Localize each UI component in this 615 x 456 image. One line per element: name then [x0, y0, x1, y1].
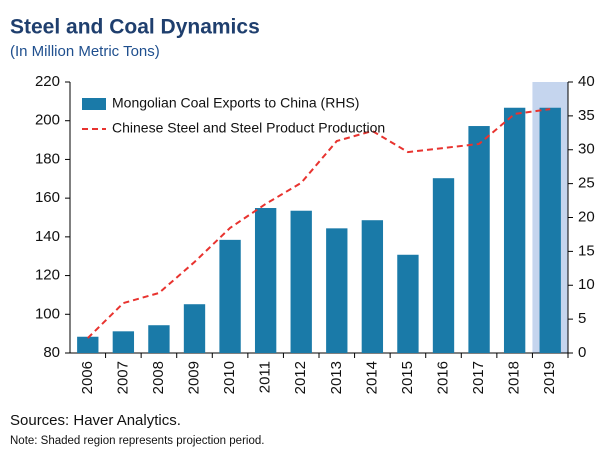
y-tick-label: 220 — [35, 73, 60, 90]
legend-label: Chinese Steel and Steel Product Producti… — [112, 120, 385, 136]
x-tick-label: 2016 — [434, 361, 451, 394]
y-tick-label: 80 — [43, 344, 60, 361]
bar — [148, 325, 170, 353]
sources: Sources: Haver Analytics. — [10, 412, 181, 429]
y-tick-label: 160 — [35, 189, 60, 206]
legend-label: Mongolian Coal Exports to China (RHS) — [112, 95, 359, 111]
y-tick-label: 120 — [35, 267, 60, 284]
legend-swatch — [82, 98, 106, 110]
bar — [254, 208, 277, 353]
y2-tick-label: 20 — [578, 208, 595, 225]
y-tick-label: 200 — [35, 112, 60, 129]
x-tick-label: 2009 — [185, 361, 202, 394]
bar — [77, 336, 99, 353]
chart-title: Steel and Coal Dynamics — [10, 16, 260, 39]
line — [87, 108, 551, 339]
y2-tick-label: 30 — [578, 141, 595, 158]
x-tick-label: 2012 — [292, 361, 309, 394]
note: Note: Shaded region represents projectio… — [10, 435, 264, 447]
y-tick-label: 100 — [35, 305, 60, 322]
x-tick-label: 2008 — [150, 361, 167, 394]
y2-tick-label: 5 — [578, 310, 586, 327]
chart-subtitle: (In Million Metric Tons) — [10, 43, 160, 60]
x-tick-label: 2007 — [114, 361, 131, 394]
bar — [219, 239, 241, 353]
y2-tick-label: 0 — [578, 344, 586, 361]
x-tick-label: 2014 — [363, 361, 380, 394]
bar — [290, 210, 312, 353]
bar — [503, 107, 526, 354]
bar — [539, 107, 561, 354]
y2-tick-label: 25 — [578, 175, 595, 192]
bar — [432, 178, 455, 353]
bar — [112, 331, 135, 353]
x-tick-label: 2013 — [328, 361, 345, 394]
bar — [183, 304, 206, 353]
y2-tick-label: 40 — [578, 73, 595, 90]
x-tick-label: 2011 — [257, 361, 274, 393]
bar — [326, 228, 348, 353]
bar — [468, 126, 490, 353]
bar — [397, 254, 419, 353]
y-tick-label: 140 — [35, 228, 60, 245]
x-tick-label: 2010 — [221, 361, 238, 394]
y2-tick-label: 10 — [578, 276, 595, 293]
bar — [361, 220, 384, 353]
x-tick-label: 2015 — [399, 361, 416, 394]
x-tick-label: 2006 — [79, 361, 96, 394]
x-tick-label: 2018 — [506, 361, 523, 394]
x-tick-label: 2019 — [541, 361, 558, 394]
x-tick-label: 2017 — [470, 361, 487, 394]
y2-tick-label: 35 — [578, 107, 595, 124]
y-tick-label: 180 — [35, 150, 60, 167]
y2-tick-label: 15 — [578, 242, 595, 259]
